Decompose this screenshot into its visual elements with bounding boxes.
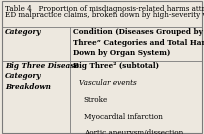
- Text: ED malpractice claims, broken down by high-severity versu-: ED malpractice claims, broken down by hi…: [5, 11, 204, 19]
- Text: Big Three² (subtotal): Big Three² (subtotal): [73, 62, 160, 70]
- Text: Myocardial infarction: Myocardial infarction: [84, 113, 163, 121]
- Text: Big Three Disease
Category
Breakdown: Big Three Disease Category Breakdown: [5, 62, 79, 90]
- Text: Aortic aneurysm/dissection: Aortic aneurysm/dissection: [84, 129, 183, 134]
- Text: Table 4   Proportion of misdiagnosis-related harms attributa-: Table 4 Proportion of misdiagnosis-relat…: [5, 5, 204, 13]
- Text: Stroke: Stroke: [84, 96, 108, 104]
- Text: Condition (Diseases Grouped by “Big
Three” Categories and Total Harms Broken
Dow: Condition (Diseases Grouped by “Big Thre…: [73, 28, 204, 57]
- Text: Vascular events: Vascular events: [79, 79, 136, 87]
- Text: Category: Category: [5, 28, 42, 36]
